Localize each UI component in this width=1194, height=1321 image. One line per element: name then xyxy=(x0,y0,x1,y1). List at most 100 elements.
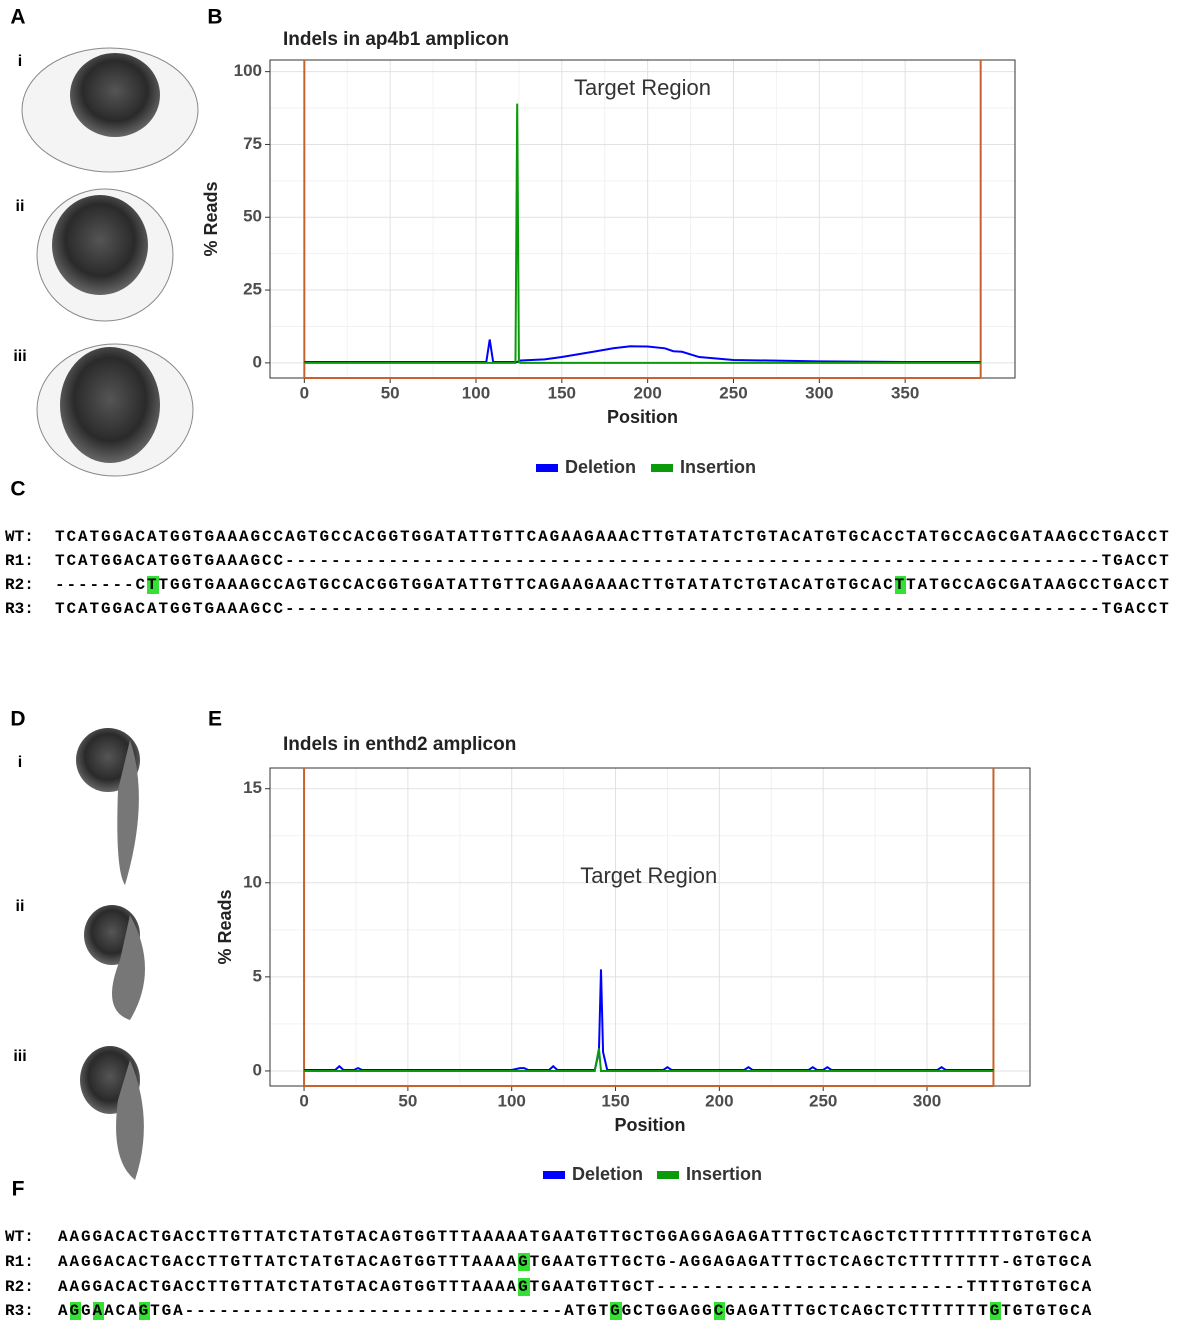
x-tick-label: 150 xyxy=(601,1091,629,1110)
x-tick-label: 100 xyxy=(462,383,490,402)
x-tick-label: 300 xyxy=(913,1091,941,1110)
row-label: WT: xyxy=(5,1228,34,1246)
y-tick-label: 75 xyxy=(243,134,262,153)
x-tick-label: 0 xyxy=(299,1091,308,1110)
x-tick-label: 50 xyxy=(381,383,400,402)
embryo-images-d xyxy=(76,728,145,1180)
panel-label: A xyxy=(10,6,25,29)
highlighted-base: G xyxy=(69,1302,82,1320)
plot-background xyxy=(270,768,1030,1086)
y-tick-label: 25 xyxy=(243,280,262,299)
data-line xyxy=(304,339,981,363)
sequence-segment: AAGGACACTGACCTTGTTATCTATGTACAGTGGTTTAAAA xyxy=(58,1253,519,1271)
panel-label: C xyxy=(10,478,25,501)
row-label: R1: xyxy=(5,552,34,570)
embryo-label: iii xyxy=(13,1048,26,1065)
sequence-segment: AAGGACACTGACCTTGTTATCTATGTACAGTGGTTTAAAA… xyxy=(58,1228,1094,1246)
sequence-segment: GCTGGAGG xyxy=(621,1302,714,1320)
highlighted-base: G xyxy=(518,1278,530,1296)
sequence-segment: TGAATGTTGCTG-AGGAGAGATTTGCTCAGCTCTTTTTTT… xyxy=(529,1253,1094,1271)
legend-swatch xyxy=(543,1171,565,1179)
sequence-segment: TGAATGTTGCT---------------------------TT… xyxy=(529,1278,1094,1296)
legend-label: Deletion xyxy=(572,1164,643,1184)
sequence: TCATGGACATGGTGAAAGCCAGTGCCACGGTGGATATTGT… xyxy=(55,525,1171,549)
x-tick-label: 200 xyxy=(705,1091,733,1110)
row-label: R3: xyxy=(5,1302,34,1320)
embryo-image xyxy=(70,53,160,137)
panel-label: F xyxy=(12,1178,25,1201)
x-tick-label: 250 xyxy=(719,383,747,402)
highlighted-base: T xyxy=(894,576,907,594)
x-tick-label: 150 xyxy=(548,383,576,402)
chart-title: Indels in enthd2 amplicon xyxy=(283,734,516,755)
row-label: R3: xyxy=(5,600,34,618)
row-label: WT: xyxy=(5,528,34,546)
y-tick-label: 15 xyxy=(243,778,262,797)
y-tick-label: 10 xyxy=(243,872,262,891)
y-tick-label: 0 xyxy=(253,352,262,371)
panel-label: B xyxy=(207,6,222,29)
highlighted-base: C xyxy=(713,1302,726,1320)
highlighted-base: G xyxy=(518,1253,530,1271)
row-label: R1: xyxy=(5,1253,34,1271)
data-line xyxy=(304,103,981,364)
sequence: AGGAACAGTGA-----------------------------… xyxy=(58,1299,1093,1321)
embryo-images-a xyxy=(21,47,199,477)
y-tick-label: 0 xyxy=(253,1060,262,1079)
sequence-segment: TCATGGACATGGTGAAAGCCAGTGCCACGGTGGATATTGT… xyxy=(55,528,1171,546)
highlighted-base: G xyxy=(989,1302,1002,1320)
sequence: -------CTTGGTGAAAGCCAGTGCCACGGTGGATATTGT… xyxy=(55,573,1171,597)
x-tick-label: 100 xyxy=(498,1091,526,1110)
annotation: Target Region xyxy=(574,75,711,100)
sequence: AAGGACACTGACCTTGTTATCTATGTACAGTGGTTTAAAA… xyxy=(58,1275,1093,1299)
row-label: R2: xyxy=(5,1278,34,1296)
highlighted-base: G xyxy=(610,1302,622,1320)
sequence: TCATGGACATGGTGAAAGCC--------------------… xyxy=(55,549,1171,573)
embryo-label: i xyxy=(18,754,22,771)
highlighted-base: A xyxy=(92,1302,105,1320)
sequence: AAGGACACTGACCTTGTTATCTATGTACAGTGGTTTAAAA… xyxy=(58,1250,1093,1274)
sequence-segment: G xyxy=(81,1302,93,1320)
embryo-image xyxy=(116,1060,144,1180)
sequence-segment: ACA xyxy=(104,1302,139,1320)
data-line xyxy=(304,1048,994,1072)
embryo-label: ii xyxy=(16,198,25,215)
legend-swatch xyxy=(536,464,558,472)
x-tick-label: 200 xyxy=(633,383,661,402)
chart-title: Indels in ap4b1 amplicon xyxy=(283,29,509,50)
legend-swatch xyxy=(651,464,673,472)
embryo-label: ii xyxy=(16,898,25,915)
sequence: AAGGACACTGACCTTGTTATCTATGTACAGTGGTTTAAAA… xyxy=(58,1225,1093,1249)
row-label: R2: xyxy=(5,576,34,594)
plot-background xyxy=(270,60,1015,378)
embryo-image xyxy=(117,740,139,885)
sequence-segment: TATGCCAGCGATAAGCCTGACCT xyxy=(906,576,1171,594)
embryo-label: i xyxy=(18,53,22,70)
sequence-segment: AAGGACACTGACCTTGTTATCTATGTACAGTGGTTTAAAA xyxy=(58,1278,519,1296)
panel-label: D xyxy=(10,708,25,731)
legend-swatch xyxy=(657,1171,679,1179)
embryo-image xyxy=(52,195,148,295)
x-tick-label: 350 xyxy=(891,383,919,402)
legend-label: Insertion xyxy=(686,1164,762,1184)
legend-label: Insertion xyxy=(680,457,756,477)
x-axis-title: Position xyxy=(615,1115,686,1135)
x-axis-title: Position xyxy=(607,407,678,427)
embryo-image xyxy=(112,915,145,1020)
y-tick-label: 5 xyxy=(253,966,262,985)
y-tick-label: 50 xyxy=(243,207,262,226)
sequence-segment: A xyxy=(58,1302,70,1320)
panel-label: E xyxy=(208,708,222,731)
sequence-segment: -------C xyxy=(55,576,148,594)
highlighted-base: T xyxy=(147,576,159,594)
highlighted-base: G xyxy=(138,1302,151,1320)
sequence: TCATGGACATGGTGAAAGCC--------------------… xyxy=(55,597,1171,621)
sequence-segment: GAGATTTGCTCAGCTCTTTTTTT xyxy=(725,1302,990,1320)
sequence-segment: TGGTGAAAGCCAGTGCCACGGTGGATATTGTTCAGAAGAA… xyxy=(158,576,895,594)
y-tick-label: 100 xyxy=(234,61,262,80)
y-axis-title: % Reads xyxy=(201,181,221,256)
x-tick-label: 50 xyxy=(398,1091,417,1110)
x-tick-label: 300 xyxy=(805,383,833,402)
